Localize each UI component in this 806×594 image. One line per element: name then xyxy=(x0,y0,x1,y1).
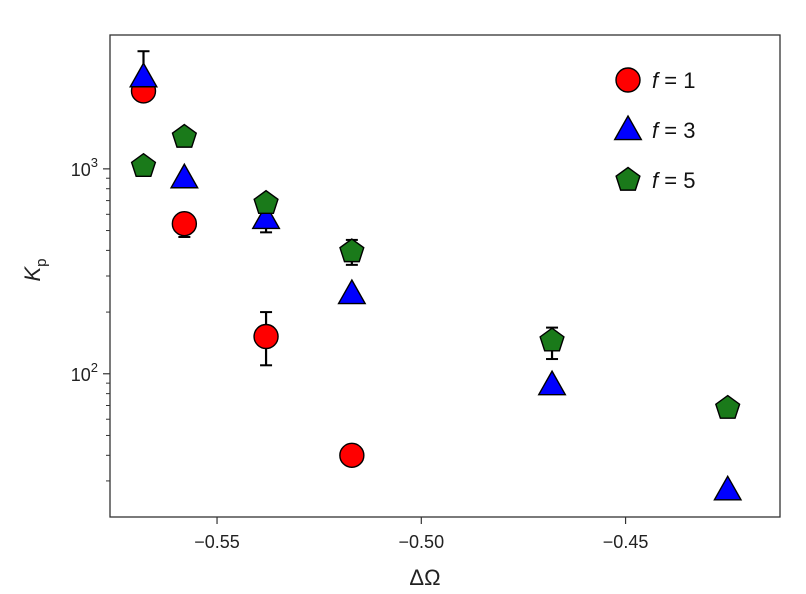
data-point-series-3 xyxy=(714,394,741,419)
legend-marker-series-3 xyxy=(615,166,641,191)
y-tick-label: 102 xyxy=(71,360,98,385)
data-point-series-2 xyxy=(537,369,567,396)
data-point-series-3 xyxy=(339,238,365,263)
data-point-series-2 xyxy=(713,474,743,501)
x-tick-label: −0.50 xyxy=(399,532,445,552)
data-point-series-2 xyxy=(251,203,281,230)
data-points xyxy=(128,61,743,501)
data-point-series-3 xyxy=(171,123,198,148)
x-axis-title: ΔΩ xyxy=(409,565,440,590)
data-point-series-1 xyxy=(171,210,198,237)
plot-frame xyxy=(109,34,781,518)
data-point-series-3 xyxy=(539,327,565,352)
x-tick-label: −0.55 xyxy=(194,532,240,552)
legend: f = 1 f = 3 f = 5 xyxy=(613,67,695,193)
legend-label-series-1: f = 1 xyxy=(652,68,695,93)
axis-ticks: −0.55 −0.50 −0.45 102 103 xyxy=(71,155,649,552)
data-point-series-3 xyxy=(130,152,157,178)
svg-text:Kp: Kp xyxy=(20,258,50,281)
data-point-series-2 xyxy=(128,61,159,88)
legend-label-series-2: f = 3 xyxy=(652,118,695,143)
data-point-series-2 xyxy=(169,162,199,189)
legend-marker-series-2 xyxy=(613,114,643,141)
data-point-series-1 xyxy=(339,442,365,469)
legend-marker-series-1 xyxy=(615,67,641,93)
legend-label-series-3: f = 5 xyxy=(652,168,695,193)
y-tick-label: 103 xyxy=(71,155,98,180)
y-axis-title-main: K xyxy=(20,266,45,282)
data-point-series-3 xyxy=(253,189,279,214)
x-tick-label: −0.45 xyxy=(603,532,649,552)
data-point-series-1 xyxy=(253,323,279,350)
y-axis-title-sub: p xyxy=(33,258,50,266)
y-axis-title: Kp xyxy=(20,258,50,281)
data-point-series-2 xyxy=(337,278,367,305)
error-bars xyxy=(137,50,559,367)
